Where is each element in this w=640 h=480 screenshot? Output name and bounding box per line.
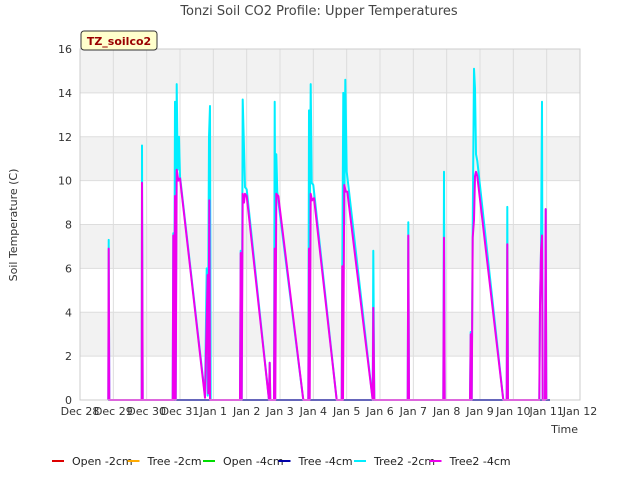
x-tick-label: Jan 10 <box>495 405 530 418</box>
legend-label: Open -4cm <box>223 455 284 468</box>
x-tick-label: Jan 2 <box>232 405 260 418</box>
x-tick-label: Jan 8 <box>432 405 460 418</box>
plot-band <box>80 136 580 181</box>
series-line-tree2-2cm <box>107 67 548 401</box>
plot-band <box>80 180 580 225</box>
legend-label: Tree -4cm <box>298 455 353 468</box>
x-tick-label: Jan 9 <box>465 405 493 418</box>
dataset-badge-label: TZ_soilco2 <box>87 35 151 48</box>
x-tick-label: Dec 30 <box>127 405 166 418</box>
legend-label: Open -2cm <box>72 455 133 468</box>
plot-background <box>80 49 580 400</box>
x-tick-label: Jan 12 <box>562 405 597 418</box>
x-tick-label: Jan 1 <box>199 405 227 418</box>
y-axis-label: Soil Temperature (C) <box>7 169 20 282</box>
y-tick-label: 16 <box>58 43 72 56</box>
y-tick-label: 8 <box>65 219 72 232</box>
dataset-badge: TZ_soilco2 <box>80 30 158 51</box>
y-tick-label: 14 <box>58 87 72 100</box>
y-tick-label: 10 <box>58 175 72 188</box>
y-axis-ticks: 0 2 4 6 8 10 12 14 16 <box>58 43 72 407</box>
y-tick-label: 4 <box>65 306 72 319</box>
chart-title: Tonzi Soil CO2 Profile: Upper Temperatur… <box>179 4 458 19</box>
plot-frame <box>79 48 581 401</box>
y-tick-label: 0 <box>65 394 72 407</box>
x-tick-label: Jan 7 <box>399 405 427 418</box>
x-tick-label: Dec 28 <box>61 405 100 418</box>
series-line-tree2-4cm <box>107 168 548 401</box>
x-tick-label: Jan 3 <box>265 405 293 418</box>
x-tick-label: Dec 29 <box>94 405 133 418</box>
plot-band <box>80 224 580 269</box>
plot-band <box>80 49 580 93</box>
x-tick-label: Dec 31 <box>161 405 200 418</box>
plot-band <box>80 268 580 313</box>
x-axis-label: Time <box>550 423 578 436</box>
y-tick-label: 2 <box>65 350 72 363</box>
legend-label: Tree2 -4cm <box>449 455 511 468</box>
x-tick-label: Jan 11 <box>528 405 563 418</box>
plot-band <box>80 356 580 400</box>
plot-band <box>80 92 580 137</box>
y-tick-label: 6 <box>65 262 72 275</box>
legend: Open -2cm Tree -2cm Open -4cm Tree -4cm Tree… <box>52 455 511 468</box>
x-tick-label: Jan 4 <box>299 405 327 418</box>
legend-label: Tree -2cm <box>147 455 202 468</box>
y-tick-label: 12 <box>58 131 72 144</box>
x-tick-label: Jan 6 <box>365 405 393 418</box>
legend-label: Tree2 -2cm <box>373 455 435 468</box>
x-tick-label: Jan 5 <box>332 405 360 418</box>
